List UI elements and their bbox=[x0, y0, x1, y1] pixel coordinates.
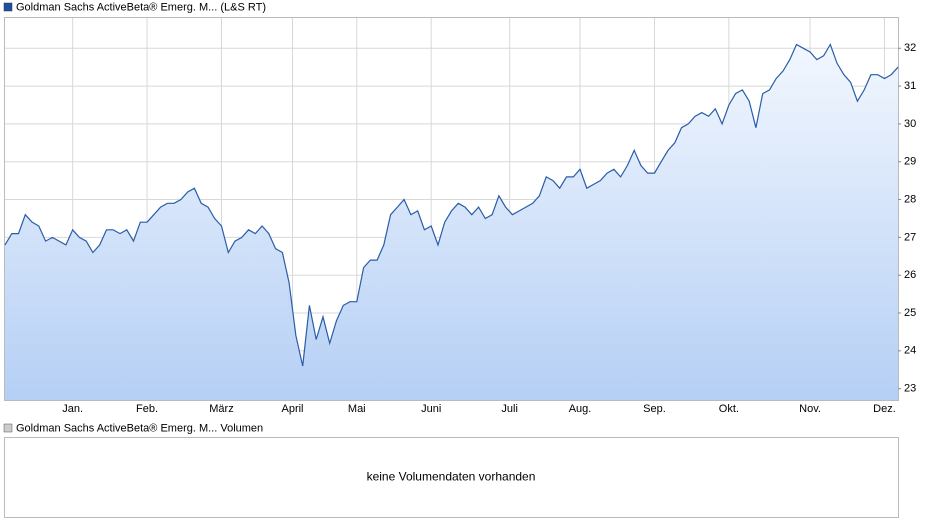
y-tick-label: 23 bbox=[904, 383, 916, 395]
x-tick-label: März bbox=[209, 403, 233, 415]
y-tick-label: 31 bbox=[904, 80, 916, 92]
x-tick-label: Juni bbox=[421, 403, 441, 415]
x-tick-label: Mai bbox=[348, 403, 366, 415]
volume-legend-swatch bbox=[3, 423, 13, 433]
y-tick-label: 27 bbox=[904, 231, 916, 243]
x-tick-label: Jan. bbox=[62, 403, 83, 415]
x-tick-label: April bbox=[282, 403, 304, 415]
volume-frame bbox=[4, 437, 899, 518]
volume-message: keine Volumendaten vorhanden bbox=[367, 470, 536, 484]
x-tick-label: Feb. bbox=[136, 403, 158, 415]
legend-label: Goldman Sachs ActiveBeta® Emerg. M... (L… bbox=[16, 1, 266, 13]
y-tick-label: 26 bbox=[904, 269, 916, 281]
y-tick-label: 32 bbox=[904, 42, 916, 54]
x-tick-label: Juli bbox=[501, 403, 518, 415]
y-tick-label: 30 bbox=[904, 118, 916, 130]
legend-swatch bbox=[3, 2, 13, 12]
area bbox=[5, 44, 898, 400]
y-tick-label: 29 bbox=[904, 156, 916, 168]
y-tick-label: 24 bbox=[904, 345, 916, 357]
x-tick-label: Sep. bbox=[643, 403, 666, 415]
x-tick-label: Aug. bbox=[569, 403, 592, 415]
x-tick-label: Dez. bbox=[873, 403, 896, 415]
y-tick-label: 25 bbox=[904, 307, 916, 319]
line bbox=[4, 43, 899, 367]
y-tick-label: 28 bbox=[904, 193, 916, 205]
x-tick-label: Nov. bbox=[799, 403, 821, 415]
x-tick-label: Okt. bbox=[719, 403, 739, 415]
volume-legend: Goldman Sachs ActiveBeta® Emerg. M... Vo… bbox=[16, 422, 263, 434]
